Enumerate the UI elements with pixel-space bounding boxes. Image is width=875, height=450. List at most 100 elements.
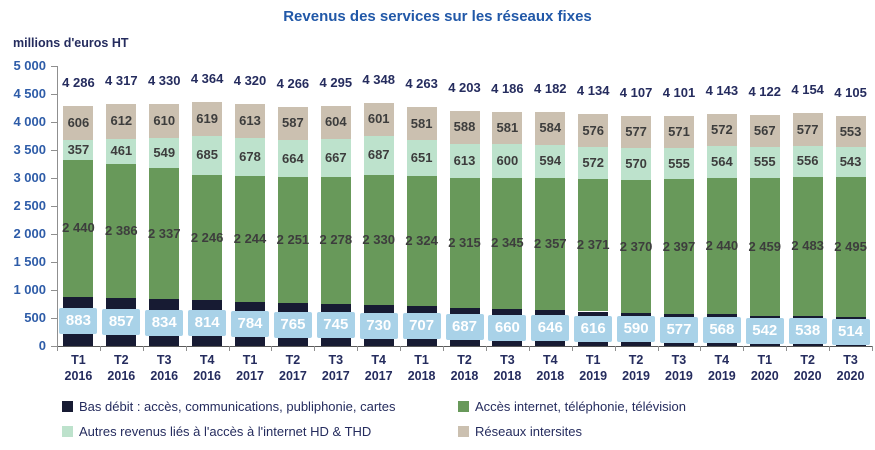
bar-segment-reseaux-intersites — [63, 105, 94, 140]
y-axis-tick-mark — [51, 122, 57, 123]
bar-value-badge-bas-debit: 646 — [531, 314, 570, 341]
bar-segment-value-acces-internet: 2 397 — [662, 238, 696, 254]
bar-value-badge-bas-debit: 542 — [745, 317, 784, 344]
legend-swatch-acces-internet — [458, 400, 469, 412]
bar-segment-autres-revenus-hd-thd — [235, 138, 266, 177]
bar-segment-reseaux-intersites — [706, 113, 737, 146]
bar-segment-value-acces-internet: 2 337 — [147, 225, 181, 241]
bar-total-label: 4 348 — [362, 71, 395, 87]
bar-segment-value-acces-internet: 2 251 — [276, 232, 310, 248]
bar-segment-autres-revenus-hd-thd — [106, 138, 137, 165]
bar-segment-value-reseaux-intersites: 571 — [668, 124, 690, 140]
x-axis-category-label: T4 2016 — [193, 353, 222, 383]
bar-segment-acces-internet — [621, 180, 652, 313]
chart-title: Revenus des services sur les réseaux fix… — [283, 8, 592, 25]
bar-segment-acces-internet — [192, 174, 223, 301]
bar-segment-value-autres-revenus-hd-thd: 555 — [668, 155, 690, 171]
legend-label-acces-internet: Accès internet, téléphonie, télévision — [475, 398, 687, 414]
y-axis-tick-label: 2 500 — [13, 198, 46, 213]
bar-total-label: 4 122 — [748, 84, 782, 100]
bar-segment-value-reseaux-intersites: 576 — [582, 122, 605, 138]
bar-segment-autres-revenus-hd-thd — [578, 146, 609, 179]
bar-segment-reseaux-intersites — [749, 115, 780, 147]
bar-value-badge-bas-debit: 514 — [831, 318, 870, 345]
bar-value-badge-bas-debit: 577 — [659, 316, 698, 343]
bar-segment-acces-internet — [663, 179, 694, 314]
bar-segment-value-acces-internet: 2 278 — [319, 232, 353, 248]
x-axis-tick-mark — [357, 346, 359, 351]
bar-total-label: 4 101 — [662, 85, 696, 101]
bar-segment-value-reseaux-intersites: 601 — [367, 111, 390, 127]
bar-segment-reseaux-intersites — [277, 107, 308, 140]
bar-segment-reseaux-intersites — [663, 116, 694, 149]
bar-segment-value-acces-internet: 2 459 — [748, 238, 782, 254]
bar-segment-acces-internet — [578, 178, 609, 312]
bar-value-badge-bas-debit: 660 — [488, 314, 527, 341]
bar-segment-autres-revenus-hd-thd — [192, 136, 223, 175]
bar-segment-value-acces-internet: 2 386 — [105, 223, 138, 239]
bar-segment-value-autres-revenus-hd-thd: 685 — [196, 147, 218, 163]
x-axis-category-label: T3 2017 — [321, 353, 350, 383]
bar-segment-autres-revenus-hd-thd — [792, 145, 823, 177]
x-axis-tick-mark — [271, 346, 273, 351]
y-axis-tick-label: 3 000 — [13, 170, 46, 185]
bar-segment-value-acces-internet: 2 345 — [491, 235, 524, 251]
bar-segment-value-reseaux-intersites: 619 — [196, 110, 218, 126]
bar-segment-value-autres-revenus-hd-thd: 564 — [711, 153, 733, 169]
legend-item-reseaux-intersites: Réseaux intersites — [458, 423, 852, 439]
bar-total-label: 4 364 — [190, 70, 224, 86]
bar-segment-value-autres-revenus-hd-thd: 667 — [324, 150, 347, 166]
bar-segment-value-reseaux-intersites: 604 — [324, 114, 347, 130]
bar-segment-value-reseaux-intersites: 606 — [67, 114, 90, 130]
bar-segment-value-acces-internet: 2 483 — [791, 238, 824, 254]
legend-item-bas-debit: Bas débit : accès, communications, publi… — [62, 398, 458, 414]
bar-segment-value-reseaux-intersites: 587 — [282, 115, 304, 131]
bar-value-badge-bas-debit: 616 — [574, 315, 613, 342]
bar-segment-value-acces-internet: 2 495 — [834, 239, 867, 255]
bar-segment-value-reseaux-intersites: 613 — [239, 113, 261, 129]
bar-segment-autres-revenus-hd-thd — [449, 143, 480, 178]
x-axis-tick-mark — [614, 346, 616, 351]
bar-segment-reseaux-intersites — [792, 113, 823, 146]
x-axis-category-label: T4 2017 — [364, 353, 393, 383]
x-axis-tick-mark — [743, 346, 745, 351]
bar-segment-reseaux-intersites — [535, 111, 566, 145]
bar-value-badge-bas-debit: 834 — [145, 309, 184, 336]
bar-segment-acces-internet — [792, 176, 823, 316]
x-axis-tick-mark — [657, 346, 659, 351]
y-axis-tick-mark — [51, 262, 57, 263]
bar-segment-autres-revenus-hd-thd — [706, 145, 737, 178]
bar-value-badge-bas-debit: 568 — [702, 317, 741, 344]
bar-segment-acces-internet — [235, 176, 266, 303]
bar-segment-value-reseaux-intersites: 581 — [410, 115, 433, 131]
bar-segment-value-autres-revenus-hd-thd: 556 — [796, 153, 819, 169]
bar-segment-value-reseaux-intersites: 581 — [496, 119, 519, 135]
bar-value-badge-bas-debit: 784 — [231, 311, 270, 338]
x-axis-category-label: T2 2017 — [279, 353, 307, 383]
y-axis-tick-label: 4 000 — [13, 114, 46, 129]
x-axis-category-label: T4 2018 — [536, 353, 565, 383]
y-axis-tick-label: 2 000 — [13, 226, 46, 241]
bar-segment-reseaux-intersites — [363, 102, 394, 137]
bar-total-label: 4 143 — [705, 82, 739, 98]
bar-segment-value-reseaux-intersites: 567 — [753, 122, 776, 138]
bar-segment-acces-internet — [492, 177, 523, 310]
x-axis-category-label: T1 2020 — [750, 353, 779, 383]
y-axis-unit-label: millions d'euros HT — [13, 36, 129, 50]
x-axis-line — [57, 346, 872, 347]
bar-value-badge-bas-debit: 687 — [445, 313, 484, 340]
legend-item-autres-revenus: Autres revenus liés à l'accès à l'intern… — [62, 423, 458, 439]
bar-segment-value-autres-revenus-hd-thd: 570 — [625, 156, 647, 172]
legend-item-acces-internet: Accès internet, téléphonie, télévision — [458, 398, 852, 414]
bar-total-label: 4 134 — [576, 83, 610, 99]
y-axis-tick-label: 3 500 — [13, 142, 46, 157]
x-axis-category-label: T1 2016 — [64, 353, 93, 383]
bar-value-badge-bas-debit: 538 — [788, 317, 827, 344]
bar-segment-reseaux-intersites — [621, 116, 652, 149]
bar-segment-value-acces-internet: 2 244 — [233, 231, 267, 247]
legend-label-reseaux-intersites: Réseaux intersites — [475, 423, 582, 439]
bar-segment-acces-internet — [406, 176, 437, 307]
bar-total-label: 4 317 — [105, 73, 138, 89]
y-axis-tick-label: 1 500 — [13, 254, 46, 269]
